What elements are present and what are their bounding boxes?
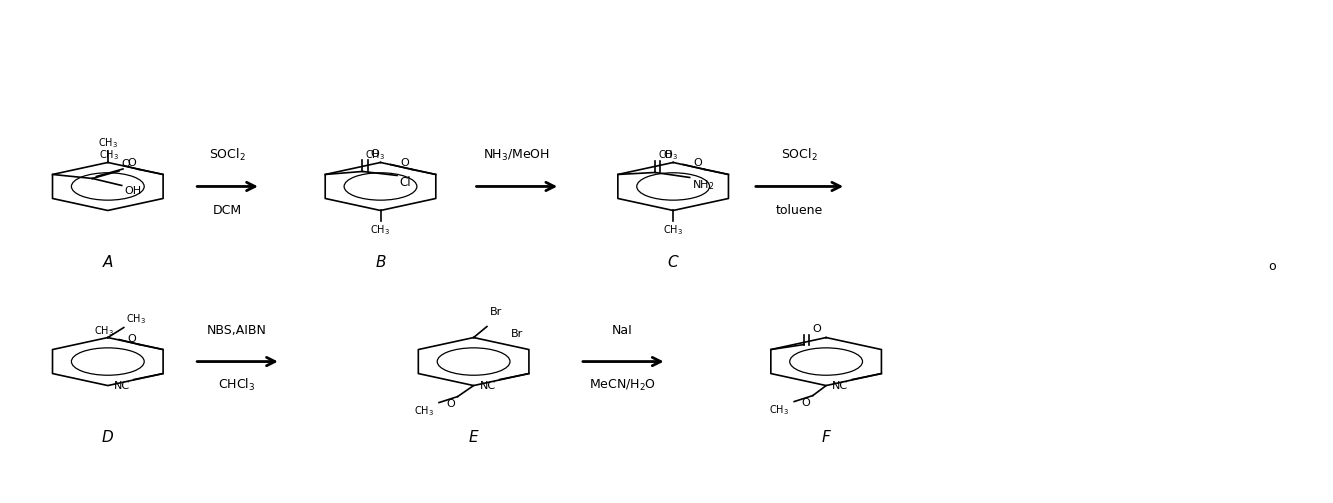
Text: NH$_3$/MeOH: NH$_3$/MeOH [483, 148, 549, 163]
Text: CH$_3$: CH$_3$ [659, 149, 678, 162]
Text: NaI: NaI [612, 324, 633, 337]
Text: CH$_3$: CH$_3$ [663, 223, 682, 237]
Text: B: B [376, 255, 385, 270]
Text: E: E [469, 430, 479, 445]
Text: CH$_3$: CH$_3$ [127, 312, 147, 325]
Text: Br: Br [511, 329, 523, 339]
Text: CH$_3$: CH$_3$ [413, 404, 433, 418]
Text: CHCl$_3$: CHCl$_3$ [219, 377, 256, 393]
Text: NC: NC [832, 381, 848, 391]
Text: toluene: toluene [776, 204, 824, 217]
Text: CH$_3$: CH$_3$ [93, 324, 113, 338]
Text: OH: OH [124, 187, 141, 197]
Text: Cl: Cl [400, 177, 412, 190]
Text: C: C [668, 255, 678, 270]
Text: O: O [447, 398, 455, 408]
Text: O: O [801, 397, 810, 407]
Text: o: o [1268, 260, 1276, 273]
Text: CH$_3$: CH$_3$ [99, 148, 119, 162]
Text: SOCl$_2$: SOCl$_2$ [209, 147, 245, 163]
Text: NC: NC [480, 381, 496, 391]
Text: CH$_3$: CH$_3$ [769, 403, 789, 417]
Text: O: O [663, 150, 672, 160]
Text: O: O [128, 158, 136, 168]
Text: A: A [103, 255, 113, 270]
Text: O: O [400, 158, 409, 169]
Text: CH$_3$: CH$_3$ [97, 136, 117, 150]
Text: F: F [821, 430, 830, 445]
Text: SOCl$_2$: SOCl$_2$ [781, 147, 818, 163]
Text: NBS,AIBN: NBS,AIBN [207, 324, 267, 337]
Text: NH$_2$: NH$_2$ [692, 179, 714, 192]
Text: MeCN/H$_2$O: MeCN/H$_2$O [589, 378, 656, 393]
Text: O: O [812, 323, 821, 333]
Text: O: O [121, 159, 131, 170]
Text: O: O [693, 158, 702, 169]
Text: CH$_3$: CH$_3$ [371, 223, 391, 237]
Text: CH$_3$: CH$_3$ [365, 149, 385, 162]
Text: O: O [128, 333, 136, 344]
Text: DCM: DCM [213, 204, 243, 217]
Text: Br: Br [489, 306, 501, 316]
Text: D: D [101, 430, 113, 445]
Text: NC: NC [113, 381, 129, 391]
Text: O: O [371, 149, 379, 159]
